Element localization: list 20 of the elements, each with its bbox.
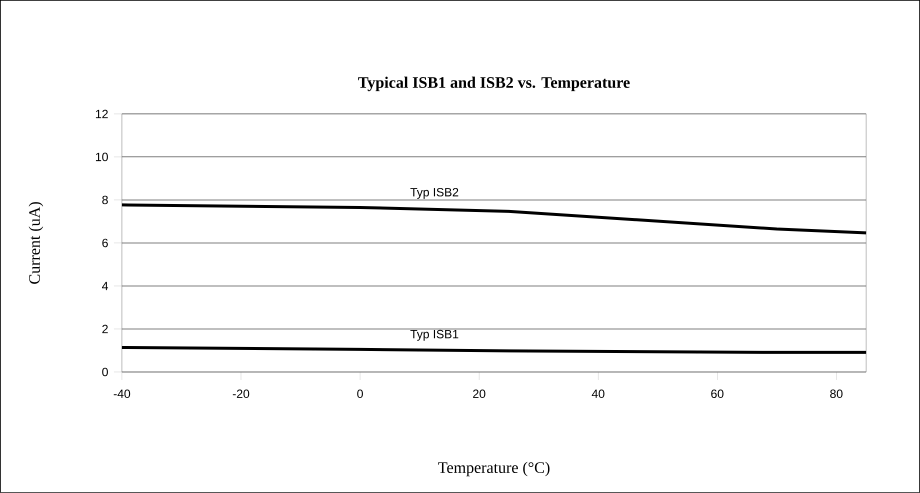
- x-tick-label: 20: [473, 390, 486, 398]
- x-tick-label: 0: [357, 390, 363, 398]
- y-tick-label: 4: [102, 282, 108, 290]
- y-tick-label: 2: [102, 324, 108, 334]
- y-axis-title: Current (uA): [28, 202, 44, 284]
- y-tick-label: 6: [102, 238, 108, 248]
- y-tick-label: 8: [102, 196, 108, 204]
- x-tick-label: -40: [114, 390, 130, 398]
- x-tick-label: -20: [232, 390, 250, 398]
- y-tick-label: 12: [96, 110, 108, 118]
- x-tick-label: 60: [711, 390, 724, 398]
- series-label: Typ ISB2: [410, 188, 458, 199]
- series-label: Typ ISB1: [410, 330, 458, 341]
- x-axis-title: Temperature (°C): [438, 462, 550, 476]
- x-tick-label: 80: [830, 390, 843, 398]
- chart-title: Typical ISB1 and ISB2 vs. Temperature: [358, 76, 630, 92]
- x-tick-label: 40: [592, 390, 604, 398]
- y-tick-label: 0: [102, 368, 108, 376]
- y-tick-label: 10: [96, 152, 108, 162]
- line-series: [120, 203, 868, 234]
